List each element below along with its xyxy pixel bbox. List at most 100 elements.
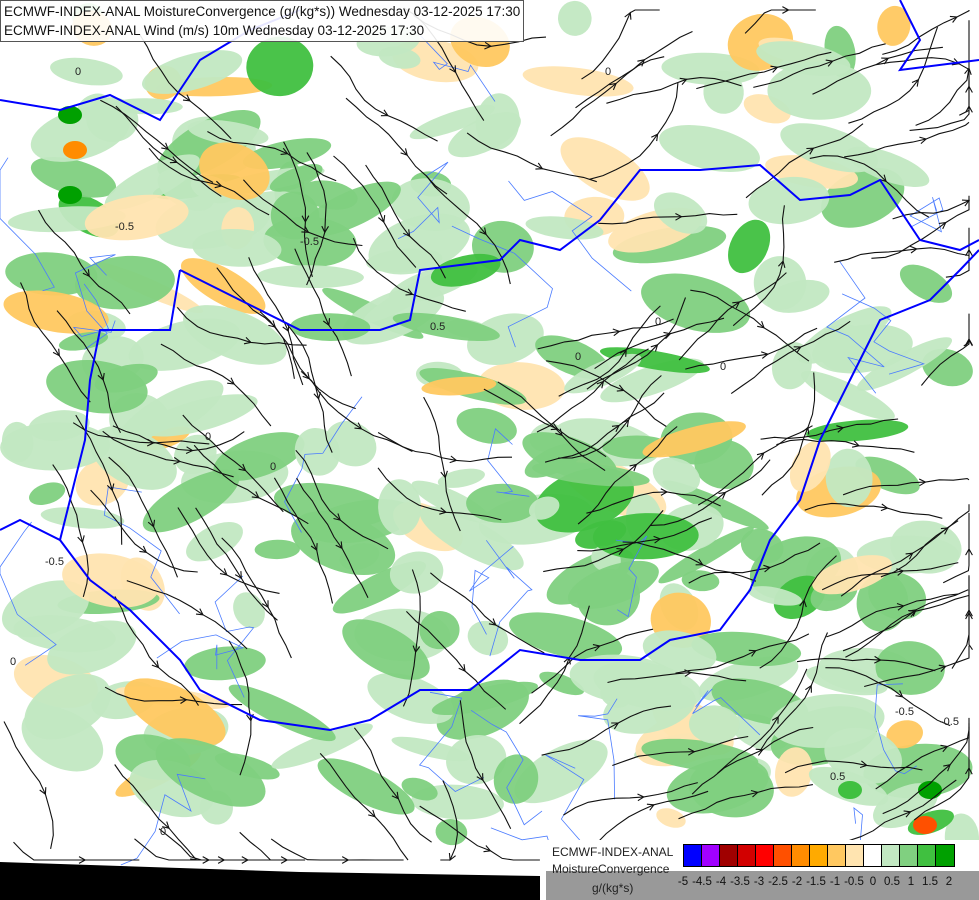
- streamline: [913, 723, 970, 821]
- legend-swatch: [900, 845, 918, 866]
- convergence-blob: [28, 410, 90, 441]
- convergence-core: [913, 816, 937, 834]
- country-border: [179, 163, 979, 331]
- streamline: [406, 611, 507, 710]
- streamline: [330, 55, 438, 142]
- title-line-moisture: ECMWF-INDEX-ANAL MoistureConvergence (g/…: [4, 4, 521, 19]
- streamline: [842, 589, 969, 652]
- streamline-arrow: [616, 547, 625, 556]
- streamline-arrow: [179, 696, 188, 704]
- streamline-arrow: [949, 15, 958, 23]
- streamline-arrow: [896, 602, 905, 611]
- streamline: [577, 426, 678, 525]
- streamline: [345, 97, 448, 195]
- streamline: [776, 438, 915, 453]
- contour-label: 0: [655, 316, 661, 328]
- legend-tick-label: -1.5: [806, 876, 826, 888]
- streamline-arrow: [173, 456, 182, 465]
- river: [487, 428, 530, 497]
- convergence-blob: [213, 432, 305, 481]
- legend-swatch: [882, 845, 900, 866]
- streamline-arrow: [761, 351, 769, 359]
- streamline: [75, 414, 123, 545]
- convergence-blob: [142, 469, 240, 533]
- streamline: [519, 605, 590, 725]
- convergence-blob: [493, 754, 539, 804]
- convergence-blob: [600, 681, 632, 708]
- convergence-core: [838, 781, 862, 799]
- streamline: [112, 425, 245, 452]
- streamline-arrow: [881, 57, 890, 65]
- river: [120, 773, 206, 866]
- streamline-arrow: [793, 346, 802, 354]
- contour-label: -0.5: [115, 221, 134, 233]
- convergence-blob: [301, 181, 401, 237]
- streamline: [425, 175, 511, 285]
- streamline: [685, 327, 818, 370]
- convergence-blob: [689, 705, 740, 744]
- convergence-blob: [368, 213, 471, 275]
- streamline: [104, 686, 243, 706]
- convergence-blob: [155, 738, 266, 807]
- streamline-arrow: [313, 391, 321, 400]
- streamline: [543, 510, 664, 573]
- convergence-blob: [691, 631, 802, 667]
- streamline: [691, 726, 814, 795]
- streamline-arrow: [825, 59, 834, 67]
- streamline: [759, 555, 837, 669]
- convergence-blob: [528, 496, 560, 520]
- contour-label: 0: [160, 826, 166, 838]
- streamline-arrow: [757, 321, 765, 329]
- streamline: [690, 289, 810, 362]
- streamline: [581, 9, 660, 80]
- streamline-arrow: [227, 377, 236, 385]
- streamline: [531, 628, 654, 694]
- streamline: [678, 784, 813, 820]
- convergence-blob: [124, 678, 226, 746]
- streamline: [300, 370, 413, 452]
- convergence-blob: [877, 5, 911, 46]
- streamline-arrow: [82, 269, 90, 278]
- streamline: [536, 348, 649, 433]
- streamline-arrow: [895, 690, 904, 698]
- streamline-arrow: [782, 6, 790, 14]
- legend-model: ECMWF-INDEX-ANAL: [552, 845, 674, 859]
- streamline-arrow: [763, 564, 772, 573]
- convergence-blob: [666, 757, 769, 814]
- streamline: [483, 388, 607, 458]
- streamline-arrow: [322, 318, 331, 327]
- streamline-arrow: [458, 664, 466, 673]
- streamline: [688, 542, 821, 584]
- streamline-arrow: [911, 78, 920, 87]
- streamline: [834, 247, 970, 263]
- streamline-arrow: [651, 133, 659, 142]
- convergence-blob: [466, 483, 539, 524]
- streamline: [176, 307, 307, 346]
- river: [451, 225, 553, 348]
- river: [485, 540, 533, 657]
- streamline: [882, 10, 970, 55]
- legend-unit: g/(kg*s): [592, 881, 634, 895]
- river: [508, 180, 632, 292]
- streamline: [744, 9, 816, 34]
- convergence-blob: [771, 342, 812, 390]
- streamline: [239, 831, 306, 861]
- legend-tick-label: -2: [791, 876, 803, 888]
- river: [0, 521, 57, 666]
- streamline: [876, 57, 970, 89]
- streamline-arrow: [940, 744, 949, 753]
- streamline-arrow: [874, 655, 882, 664]
- streamline-arrow: [439, 507, 448, 515]
- convergence-blob: [557, 0, 592, 36]
- streamline-arrow: [162, 821, 170, 829]
- streamline-arrow: [368, 809, 376, 818]
- streamline-arrow: [748, 649, 757, 657]
- river: [214, 575, 255, 698]
- streamline: [294, 248, 352, 377]
- streamline: [678, 272, 787, 361]
- streamline-arrow: [243, 337, 253, 345]
- legend-tick-label: -4: [715, 876, 727, 888]
- streamline: [864, 645, 970, 688]
- streamline: [732, 205, 785, 327]
